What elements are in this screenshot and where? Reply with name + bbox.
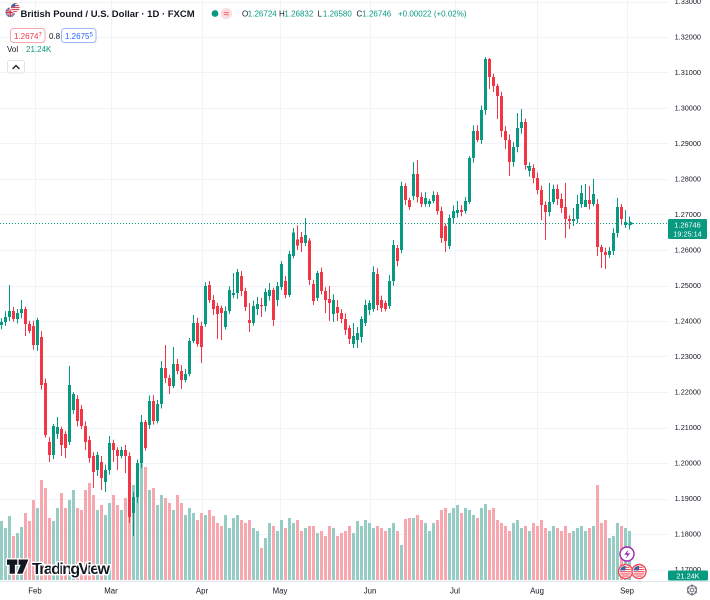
svg-text:TradingView: TradingView: [32, 561, 111, 578]
svg-text:1.17000: 1.17000: [675, 565, 701, 574]
svg-text:May: May: [273, 587, 288, 596]
svg-text:Jun: Jun: [364, 587, 377, 596]
svg-text:1.32000: 1.32000: [675, 33, 701, 42]
svg-text:1.28000: 1.28000: [675, 175, 701, 184]
svg-text:5: 5: [90, 33, 94, 39]
svg-text:1.25000: 1.25000: [675, 281, 701, 290]
svg-text:19:25:14: 19:25:14: [673, 230, 701, 239]
svg-text:1.26746: 1.26746: [674, 221, 700, 230]
svg-text:1.20000: 1.20000: [675, 459, 701, 468]
svg-text:1.26832: 1.26832: [284, 10, 313, 19]
svg-text:1.24000: 1.24000: [675, 317, 701, 326]
svg-text:1.30000: 1.30000: [675, 104, 701, 113]
svg-text:Sep: Sep: [620, 587, 635, 596]
svg-text:Apr: Apr: [196, 587, 209, 596]
svg-text:1.22000: 1.22000: [675, 388, 701, 397]
svg-text:+0.00022 (+0.02%): +0.00022 (+0.02%): [398, 10, 467, 19]
svg-text:1.26746: 1.26746: [362, 10, 391, 19]
svg-text:≈: ≈: [223, 8, 229, 20]
svg-text:1.31000: 1.31000: [675, 68, 701, 77]
svg-text:1.2674: 1.2674: [14, 32, 39, 41]
svg-text:21.24K: 21.24K: [26, 45, 52, 54]
svg-text:1.29000: 1.29000: [675, 139, 701, 148]
svg-text:British Pound / U.S. Dollar ·: British Pound / U.S. Dollar · 1D · FXCM: [21, 9, 195, 20]
svg-text:21.24K: 21.24K: [676, 571, 699, 580]
svg-text:Mar: Mar: [104, 587, 118, 596]
svg-text:1.26580: 1.26580: [323, 10, 352, 19]
svg-text:Aug: Aug: [530, 587, 544, 596]
svg-text:1.26724: 1.26724: [248, 10, 277, 19]
svg-text:C: C: [357, 10, 363, 19]
svg-text:O: O: [242, 10, 248, 19]
svg-text:7: 7: [39, 33, 43, 39]
svg-text:1.27000: 1.27000: [675, 210, 701, 219]
svg-text:0.8: 0.8: [49, 32, 61, 41]
svg-text:H: H: [279, 10, 285, 19]
svg-text:1.18000: 1.18000: [675, 530, 701, 539]
svg-text:1.2675: 1.2675: [65, 32, 90, 41]
svg-text:1.19000: 1.19000: [675, 494, 701, 503]
svg-text:1.26000: 1.26000: [675, 246, 701, 255]
svg-text:Feb: Feb: [28, 587, 42, 596]
svg-text:1.33000: 1.33000: [675, 0, 701, 6]
svg-text:Jul: Jul: [450, 587, 460, 596]
svg-text:Vol: Vol: [7, 45, 18, 54]
svg-text:1.23000: 1.23000: [675, 352, 701, 361]
svg-text:1.21000: 1.21000: [675, 423, 701, 432]
svg-text:L: L: [318, 10, 323, 19]
